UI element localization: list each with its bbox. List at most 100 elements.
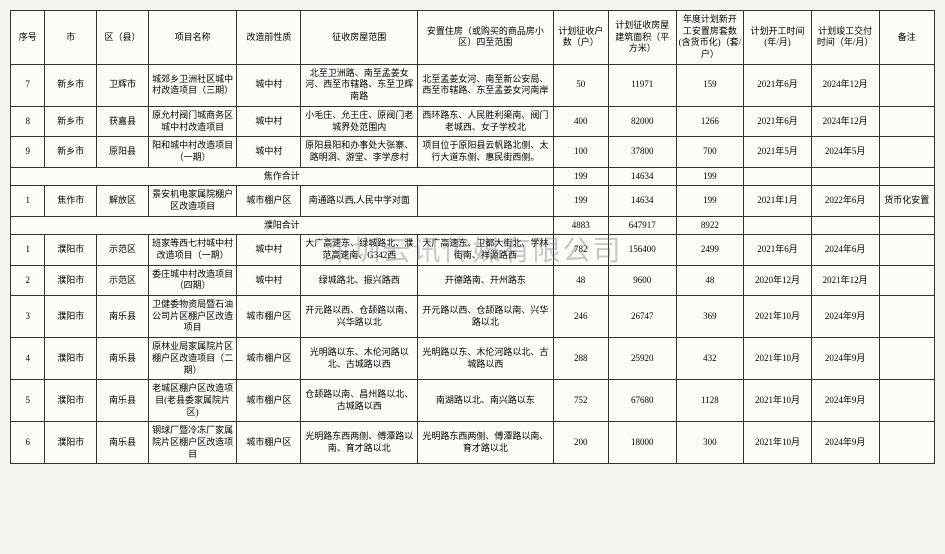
cell-city: 濮阳市 (45, 296, 97, 338)
cell-start: 2021年1月 (744, 186, 812, 216)
cell-area: 67680 (608, 380, 676, 422)
cell-remark (879, 422, 934, 464)
cell-scope: 北至卫洲路、南至孟姜女河、西至市辖路、东至卫辉南路 (301, 64, 418, 106)
cell-households: 200 (553, 422, 608, 464)
subtotal-area: 14634 (608, 167, 676, 186)
cell-nature: 城市棚户区 (237, 422, 301, 464)
cell-remark (879, 235, 934, 265)
cell-start: 2020年12月 (744, 265, 812, 295)
subtotal-row: 焦作合计19914634199 (11, 167, 935, 186)
table-row: 1焦作市解放区景安机电家属院棚户区改造项目城市棚户区南通路以西,人民中学对面19… (11, 186, 935, 216)
cell-end: 2022年6月 (811, 186, 879, 216)
cell-remark (879, 106, 934, 136)
cell-area: 156400 (608, 235, 676, 265)
cell-project: 景安机电家属院棚户区改造项目 (148, 186, 237, 216)
table-row: 4濮阳市南乐县原林业局家属院片区棚户区改造项目（二期）城市棚户区光明路以东、木伦… (11, 338, 935, 380)
cell-end: 2024年5月 (811, 137, 879, 167)
subtotal-empty (879, 216, 934, 235)
cell-settlement: 光明路东西两侧、傅潭路以南、育才路以北 (418, 422, 553, 464)
data-table: 序号 市 区（县） 项目名称 改造前性质 征收房屋范围 安置住房（或购买的商品房… (10, 10, 935, 464)
cell-nature: 城中村 (237, 106, 301, 136)
cell-households: 400 (553, 106, 608, 136)
header-start: 计划开工时间(年/月) (744, 11, 812, 65)
cell-scope: 南通路以西,人民中学对面 (301, 186, 418, 216)
cell-end: 2024年9月 (811, 380, 879, 422)
cell-settlement: 北至孟姜女河、南至新公安局、西至市辖路、东至孟姜女河南岸 (418, 64, 553, 106)
cell-remark (879, 265, 934, 295)
header-settlement: 安置住房（或购买的商品房小区）四至范围 (418, 11, 553, 65)
subtotal-label: 焦作合计 (11, 167, 554, 186)
cell-remark (879, 64, 934, 106)
cell-city: 濮阳市 (45, 380, 97, 422)
cell-nature: 城市棚户区 (237, 186, 301, 216)
cell-nature: 城市棚户区 (237, 380, 301, 422)
cell-remark: 货币化安置 (879, 186, 934, 216)
cell-end: 2024年6月 (811, 235, 879, 265)
header-seq: 序号 (11, 11, 45, 65)
subtotal-empty (811, 216, 879, 235)
cell-project: 钢球厂暨冷冻厂家属院片区棚户区改造项目 (148, 422, 237, 464)
header-remark: 备注 (879, 11, 934, 65)
header-end: 计划竣工交付时间（年/月） (811, 11, 879, 65)
cell-start: 2021年6月 (744, 235, 812, 265)
cell-seq: 3 (11, 296, 45, 338)
header-county: 区（县） (97, 11, 149, 65)
table-row: 1濮阳市示范区班家等西七村城中村改造项目（一期）城中村大广高速东、绿城路北、濮范… (11, 235, 935, 265)
cell-households: 48 (553, 265, 608, 295)
cell-remark (879, 296, 934, 338)
cell-seq: 5 (11, 380, 45, 422)
header-scope: 征收房屋范围 (301, 11, 418, 65)
cell-county: 南乐县 (97, 422, 149, 464)
cell-start: 2021年6月 (744, 106, 812, 136)
cell-county: 南乐县 (97, 296, 149, 338)
cell-sets: 432 (676, 338, 744, 380)
cell-city: 濮阳市 (45, 338, 97, 380)
cell-county: 卫辉市 (97, 64, 149, 106)
cell-area: 26747 (608, 296, 676, 338)
cell-start: 2021年10月 (744, 296, 812, 338)
cell-end: 2024年9月 (811, 296, 879, 338)
cell-settlement: 大广高速东、卫都大街北、学林街南、祥源路西 (418, 235, 553, 265)
cell-seq: 1 (11, 186, 45, 216)
cell-area: 18000 (608, 422, 676, 464)
cell-nature: 城中村 (237, 137, 301, 167)
header-households: 计划征收户数（户） (553, 11, 608, 65)
cell-city: 新乡市 (45, 137, 97, 167)
cell-county: 解放区 (97, 186, 149, 216)
cell-project: 卫健委物资局暨石油公司片区棚户区改造项目 (148, 296, 237, 338)
cell-seq: 9 (11, 137, 45, 167)
subtotal-row: 濮阳合计48836479178922 (11, 216, 935, 235)
cell-scope: 绿城路北、振兴路西 (301, 265, 418, 295)
cell-scope: 小毛庄、允王庄、原阀门老城界处范围内 (301, 106, 418, 136)
cell-seq: 7 (11, 64, 45, 106)
cell-sets: 159 (676, 64, 744, 106)
cell-county: 示范区 (97, 265, 149, 295)
cell-sets: 1266 (676, 106, 744, 136)
subtotal-sets: 199 (676, 167, 744, 186)
cell-city: 新乡市 (45, 106, 97, 136)
cell-households: 752 (553, 380, 608, 422)
cell-project: 城郊乡卫洲社区城中村改造项目（三期） (148, 64, 237, 106)
cell-county: 南乐县 (97, 338, 149, 380)
cell-city: 焦作市 (45, 186, 97, 216)
cell-end: 2024年12月 (811, 64, 879, 106)
cell-start: 2021年6月 (744, 64, 812, 106)
cell-end: 2024年9月 (811, 338, 879, 380)
cell-project: 阳和城中村改造项目（一期） (148, 137, 237, 167)
cell-start: 2021年10月 (744, 422, 812, 464)
cell-settlement (418, 186, 553, 216)
subtotal-empty (811, 167, 879, 186)
cell-seq: 8 (11, 106, 45, 136)
cell-seq: 4 (11, 338, 45, 380)
cell-households: 246 (553, 296, 608, 338)
cell-seq: 2 (11, 265, 45, 295)
cell-nature: 城市棚户区 (237, 338, 301, 380)
cell-sets: 369 (676, 296, 744, 338)
cell-county: 获嘉县 (97, 106, 149, 136)
table-row: 3濮阳市南乐县卫健委物资局暨石油公司片区棚户区改造项目城市棚户区开元路以西、仓颉… (11, 296, 935, 338)
header-nature: 改造前性质 (237, 11, 301, 65)
cell-scope: 光明路东西两侧、傅潭路以南、育才路以北 (301, 422, 418, 464)
cell-households: 782 (553, 235, 608, 265)
cell-nature: 城中村 (237, 235, 301, 265)
cell-settlement: 西环路东、人民胜利渠南、阀门老城西、女子学校北 (418, 106, 553, 136)
